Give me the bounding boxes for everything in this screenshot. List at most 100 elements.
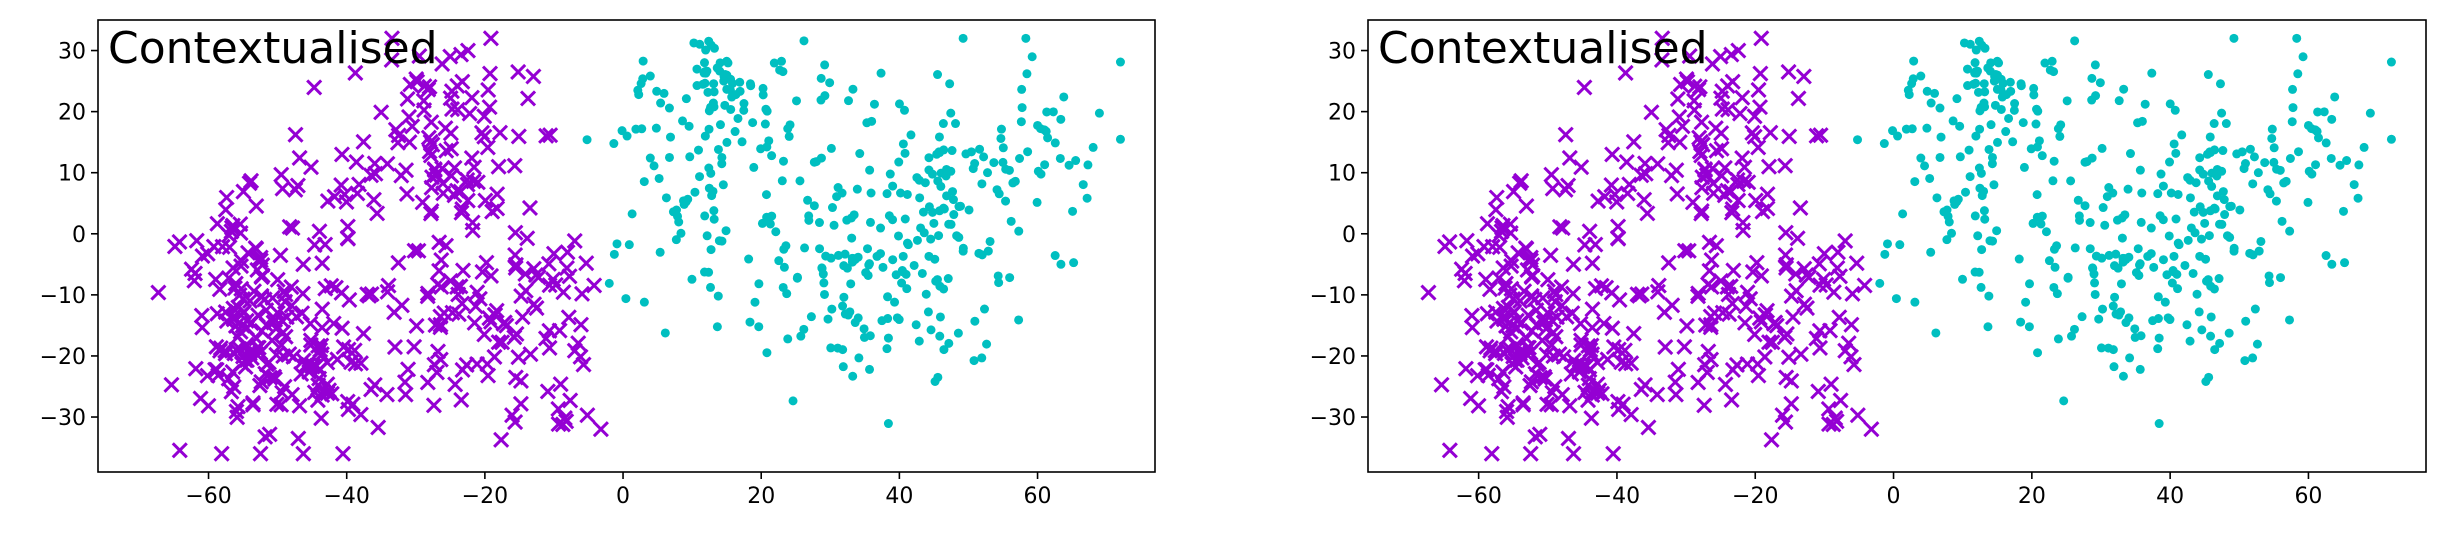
dot-point bbox=[816, 153, 826, 163]
dot-point bbox=[2070, 243, 2080, 253]
dot-point bbox=[2265, 189, 2275, 199]
dot-point bbox=[2330, 92, 2340, 102]
cross-point bbox=[1671, 134, 1688, 151]
dot-point bbox=[1895, 240, 1905, 250]
cross-point bbox=[399, 90, 416, 108]
cross-point bbox=[1671, 108, 1688, 125]
cross-point bbox=[1776, 329, 1793, 346]
dot-point bbox=[1970, 68, 1980, 78]
cross-point bbox=[211, 281, 228, 298]
cross-point bbox=[1516, 283, 1533, 300]
cross-point bbox=[1636, 376, 1654, 393]
dot-point bbox=[2146, 249, 2156, 259]
dot-point bbox=[1935, 103, 1945, 113]
cross-point bbox=[1625, 325, 1642, 342]
cross-point bbox=[311, 223, 328, 240]
cross-point bbox=[1436, 238, 1454, 255]
cross-point bbox=[227, 275, 244, 292]
dot-point bbox=[2050, 262, 2060, 272]
dot-point bbox=[764, 136, 774, 146]
dot-point bbox=[2205, 132, 2215, 142]
dot-point bbox=[783, 334, 793, 344]
cross-point bbox=[386, 304, 403, 321]
cross-point bbox=[1701, 262, 1718, 279]
dot-point bbox=[2009, 105, 2019, 115]
cross-point bbox=[1762, 124, 1779, 141]
cross-point bbox=[1778, 256, 1795, 273]
cross-point bbox=[1693, 114, 1710, 131]
dot-point bbox=[827, 304, 837, 314]
dot-point bbox=[1983, 322, 1993, 332]
dot-point bbox=[2080, 157, 2090, 167]
cross-point bbox=[1760, 334, 1778, 351]
dot-point bbox=[882, 189, 892, 199]
cross-point bbox=[1584, 301, 1601, 318]
cross-point bbox=[1497, 275, 1514, 292]
dot-point bbox=[1979, 206, 1989, 216]
dot-point bbox=[935, 312, 945, 322]
dot-point bbox=[671, 235, 681, 245]
cross-point bbox=[1696, 356, 1713, 373]
dot-point bbox=[684, 121, 694, 131]
cross-point bbox=[396, 374, 414, 391]
cross-point bbox=[1825, 284, 1842, 301]
dot-point bbox=[792, 96, 802, 106]
cross-point bbox=[467, 298, 484, 315]
cross-point bbox=[1653, 51, 1671, 68]
dot-point bbox=[902, 189, 912, 199]
cross-point bbox=[252, 445, 269, 462]
dot-point bbox=[2153, 292, 2163, 302]
dot-point bbox=[2185, 193, 2195, 203]
cross-point bbox=[1520, 339, 1538, 356]
dot-point bbox=[739, 99, 749, 109]
cross-point bbox=[205, 238, 222, 255]
cross-point bbox=[420, 129, 437, 146]
cross-point bbox=[443, 167, 460, 184]
dot-point bbox=[809, 157, 819, 167]
dot-point bbox=[1059, 92, 1069, 102]
cross-point bbox=[1587, 236, 1604, 253]
cross-point bbox=[333, 146, 351, 163]
cross-point bbox=[1479, 215, 1496, 232]
dot-point bbox=[2194, 307, 2204, 317]
cross-point bbox=[1792, 346, 1809, 363]
dot-point bbox=[867, 116, 877, 126]
cross-point bbox=[510, 349, 527, 366]
cross-point bbox=[1736, 159, 1753, 176]
dot-point bbox=[921, 289, 931, 299]
cross-point bbox=[1523, 373, 1540, 390]
dot-point bbox=[737, 137, 747, 147]
cross-point bbox=[1522, 249, 1539, 266]
dot-point bbox=[2031, 119, 2041, 129]
cross-point bbox=[1657, 339, 1674, 356]
dot-point bbox=[2285, 226, 2295, 236]
dot-point bbox=[2319, 107, 2329, 117]
cross-point bbox=[1457, 360, 1474, 377]
cross-point bbox=[1560, 430, 1577, 447]
dot-point bbox=[2180, 260, 2190, 270]
cross-point bbox=[1831, 309, 1848, 326]
dot-point bbox=[1996, 104, 2006, 114]
dot-point bbox=[609, 139, 619, 149]
dot-point bbox=[846, 279, 856, 289]
dot-point bbox=[2130, 324, 2140, 334]
dot-point bbox=[2353, 193, 2363, 203]
dot-point bbox=[1935, 152, 1945, 162]
cross-point bbox=[235, 303, 253, 320]
dot-point bbox=[2123, 184, 2133, 194]
dot-point bbox=[2096, 343, 2106, 353]
dot-point bbox=[2386, 57, 2396, 67]
dot-point bbox=[2098, 304, 2108, 314]
cross-point bbox=[426, 356, 443, 373]
cross-point bbox=[1681, 47, 1698, 65]
cross-point bbox=[1856, 277, 1873, 294]
dot-point bbox=[863, 244, 873, 254]
cross-point bbox=[1650, 277, 1667, 294]
dot-point bbox=[1989, 180, 1999, 190]
cross-point bbox=[490, 334, 507, 351]
dot-point bbox=[1970, 211, 1980, 221]
cross-point bbox=[1567, 357, 1584, 374]
dot-point bbox=[943, 274, 953, 284]
dot-point bbox=[939, 345, 949, 355]
scatter-chart-2: −60 −40 −20 0 20 40 60 −30 −20 −10 0 10 20 30 Contextu… bbox=[1310, 19, 2427, 509]
